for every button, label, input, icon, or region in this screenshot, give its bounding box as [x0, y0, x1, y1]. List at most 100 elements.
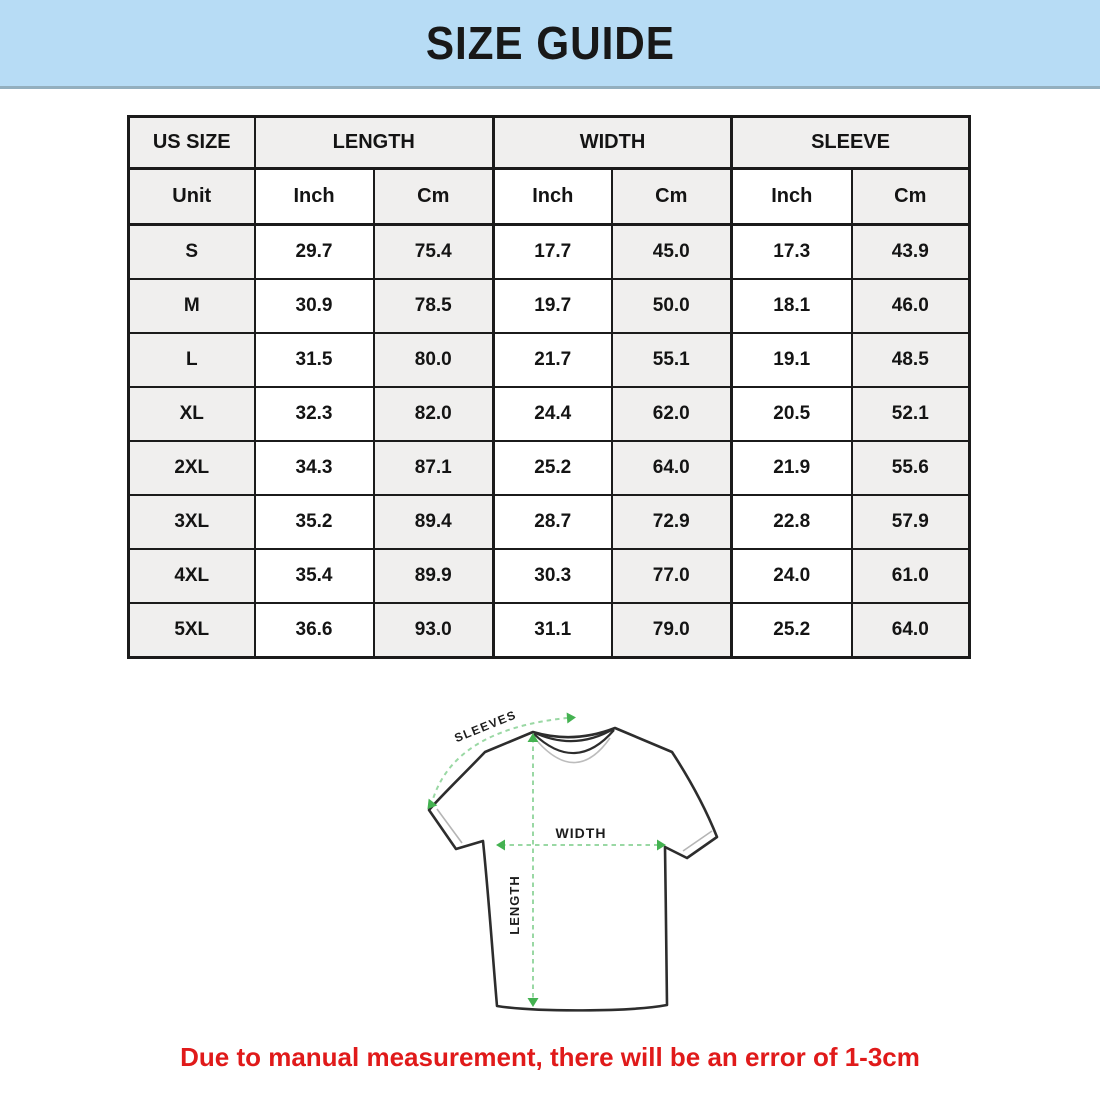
length-cm-cell: 82.0 [372, 386, 495, 442]
length-label: LENGTH [507, 875, 522, 934]
note-text: Due to manual measurement, there will be… [180, 1042, 920, 1072]
table-row: XL 32.3 82.0 24.4 62.0 20.5 52.1 [127, 386, 971, 442]
sleeve-cm-cell: 46.0 [850, 278, 971, 334]
sleeve-cm-cell: 55.6 [850, 440, 971, 496]
right-cuff-stitch [682, 830, 713, 852]
collar-band-bottom [533, 729, 615, 755]
sleeves-arrow-line [430, 717, 568, 807]
tshirt-svg: SLEEVES WIDTH LENGTH [427, 707, 719, 1012]
width-inch-cell: 31.1 [492, 602, 613, 659]
col-header-length: LENGTH [253, 115, 495, 170]
sleeve-cm-cell: 48.5 [850, 332, 971, 388]
width-inch-cell: 28.7 [492, 494, 613, 550]
width-cm-cell: 62.0 [610, 386, 733, 442]
table-row: M 30.9 78.5 19.7 50.0 18.1 46.0 [127, 278, 971, 334]
tshirt-diagram: SLEEVES WIDTH LENGTH [395, 690, 725, 1020]
sleeve-inch-cell: 21.9 [730, 440, 853, 496]
sleeve-cm-cell: 57.9 [850, 494, 971, 550]
length-inch-cell: 31.5 [253, 332, 375, 388]
length-arrowhead-bottom [527, 998, 539, 1007]
sleeves-arrowhead-bottom [427, 798, 438, 810]
collar-band-top [532, 727, 616, 743]
unit-label-cell: Unit [127, 167, 256, 226]
length-inch-cell: 36.6 [253, 602, 375, 659]
table-row: 2XL 34.3 87.1 25.2 64.0 21.9 55.6 [127, 440, 971, 496]
length-inch-cell: 32.3 [253, 386, 375, 442]
col-header-us-size: US SIZE [127, 115, 256, 170]
width-inch-cell: 25.2 [492, 440, 613, 496]
size-cell: 5XL [127, 602, 256, 659]
length-cm-cell: 87.1 [372, 440, 495, 496]
width-cm-cell: 55.1 [610, 332, 733, 388]
length-inch-cell: 35.2 [253, 494, 375, 550]
header-bar: SIZE GUIDE [0, 0, 1100, 89]
width-cm-cell: 64.0 [610, 440, 733, 496]
length-inch-cell: 35.4 [253, 548, 375, 604]
length-inch-cell: 30.9 [253, 278, 375, 334]
arrowheads [427, 712, 666, 1007]
length-cm-cell: 89.9 [372, 548, 495, 604]
width-cm-header: Cm [610, 167, 733, 226]
sleeve-cm-cell: 52.1 [850, 386, 971, 442]
width-inch-cell: 24.4 [492, 386, 613, 442]
width-inch-cell: 30.3 [492, 548, 613, 604]
table-row: L 31.5 80.0 21.7 55.1 19.1 48.5 [127, 332, 971, 388]
length-cm-cell: 93.0 [372, 602, 495, 659]
length-cm-cell: 89.4 [372, 494, 495, 550]
sleeve-inch-cell: 25.2 [730, 602, 853, 659]
width-cm-cell: 45.0 [610, 223, 733, 280]
sleeve-inch-cell: 19.1 [730, 332, 853, 388]
width-arrowhead-right [657, 839, 666, 851]
page-title: SIZE GUIDE [425, 17, 675, 69]
size-cell: M [127, 278, 256, 334]
sleeves-arrowhead-top [566, 712, 576, 724]
col-header-sleeve: SLEEVE [730, 115, 971, 170]
size-cell: S [127, 223, 256, 280]
table-row: 5XL 36.6 93.0 31.1 79.0 25.2 64.0 [127, 602, 971, 659]
size-cell: 4XL [127, 548, 256, 604]
sleeve-inch-cell: 17.3 [730, 223, 853, 280]
length-cm-header: Cm [372, 167, 495, 226]
size-cell: 2XL [127, 440, 256, 496]
width-inch-header: Inch [492, 167, 613, 226]
table-row: S 29.7 75.4 17.7 45.0 17.3 43.9 [127, 223, 971, 280]
sleeve-inch-cell: 24.0 [730, 548, 853, 604]
width-cm-cell: 50.0 [610, 278, 733, 334]
width-label: WIDTH [556, 825, 607, 841]
unit-header-row: Unit Inch Cm Inch Cm Inch Cm [127, 167, 971, 226]
width-arrowhead-left [496, 839, 505, 851]
length-inch-cell: 34.3 [253, 440, 375, 496]
length-cm-cell: 80.0 [372, 332, 495, 388]
table-row: 4XL 35.4 89.9 30.3 77.0 24.0 61.0 [127, 548, 971, 604]
width-cm-cell: 77.0 [610, 548, 733, 604]
length-inch-cell: 29.7 [253, 223, 375, 280]
sleeve-cm-header: Cm [850, 167, 971, 226]
width-inch-cell: 21.7 [492, 332, 613, 388]
length-cm-cell: 75.4 [372, 223, 495, 280]
width-inch-cell: 17.7 [492, 223, 613, 280]
sleeve-inch-cell: 22.8 [730, 494, 853, 550]
sleeve-cm-cell: 43.9 [850, 223, 971, 280]
size-cell: 3XL [127, 494, 256, 550]
length-cm-cell: 78.5 [372, 278, 495, 334]
width-cm-cell: 79.0 [610, 602, 733, 659]
size-cell: L [127, 332, 256, 388]
group-header-row: US SIZE LENGTH WIDTH SLEEVE [127, 115, 971, 170]
sleeve-cm-cell: 64.0 [850, 602, 971, 659]
tshirt-outline [427, 726, 719, 1012]
table-row: 3XL 35.2 89.4 28.7 72.9 22.8 57.9 [127, 494, 971, 550]
length-inch-header: Inch [253, 167, 375, 226]
sleeve-inch-cell: 20.5 [730, 386, 853, 442]
sleeve-inch-cell: 18.1 [730, 278, 853, 334]
size-chart-table: US SIZE LENGTH WIDTH SLEEVE Unit Inch Cm… [127, 115, 972, 659]
width-cm-cell: 72.9 [610, 494, 733, 550]
left-cuff-stitch [436, 808, 463, 844]
sleeve-inch-header: Inch [730, 167, 853, 226]
sleeve-cm-cell: 61.0 [850, 548, 971, 604]
width-inch-cell: 19.7 [492, 278, 613, 334]
size-cell: XL [127, 386, 256, 442]
length-arrowhead-top [527, 733, 539, 742]
collar-stitch-line [537, 737, 611, 764]
col-header-width: WIDTH [491, 115, 733, 170]
